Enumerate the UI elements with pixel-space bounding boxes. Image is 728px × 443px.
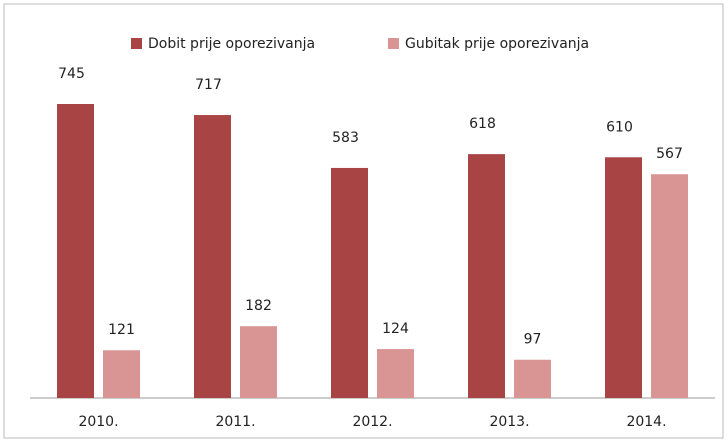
bar bbox=[651, 174, 688, 398]
x-tick-label: 2010. bbox=[78, 414, 118, 430]
legend-label: Gubitak prije oporezivanja bbox=[405, 36, 589, 52]
data-label: 610 bbox=[606, 119, 633, 135]
x-tick-label: 2011. bbox=[215, 414, 255, 430]
x-tick-label: 2012. bbox=[352, 414, 392, 430]
bar bbox=[605, 157, 642, 398]
data-label: 97 bbox=[524, 332, 542, 348]
legend-swatch bbox=[131, 38, 142, 49]
data-label: 618 bbox=[469, 116, 496, 132]
data-label: 121 bbox=[108, 322, 135, 338]
bar bbox=[331, 167, 368, 398]
data-label: 124 bbox=[382, 321, 409, 337]
legend-swatch bbox=[388, 38, 399, 49]
bar bbox=[377, 349, 414, 398]
bar bbox=[194, 115, 231, 398]
x-tick-label: 2013. bbox=[489, 414, 529, 430]
legend-label: Dobit prije oporezivanja bbox=[148, 36, 315, 52]
x-tick-label: 2014. bbox=[626, 414, 666, 430]
data-label: 182 bbox=[245, 298, 272, 314]
bar bbox=[57, 104, 94, 398]
bar bbox=[240, 326, 277, 398]
data-label: 567 bbox=[656, 146, 683, 162]
bar bbox=[514, 359, 551, 398]
bar bbox=[103, 350, 140, 398]
data-label: 745 bbox=[58, 66, 85, 82]
data-label: 583 bbox=[332, 130, 359, 146]
data-label: 717 bbox=[195, 77, 222, 93]
bar bbox=[468, 154, 505, 398]
